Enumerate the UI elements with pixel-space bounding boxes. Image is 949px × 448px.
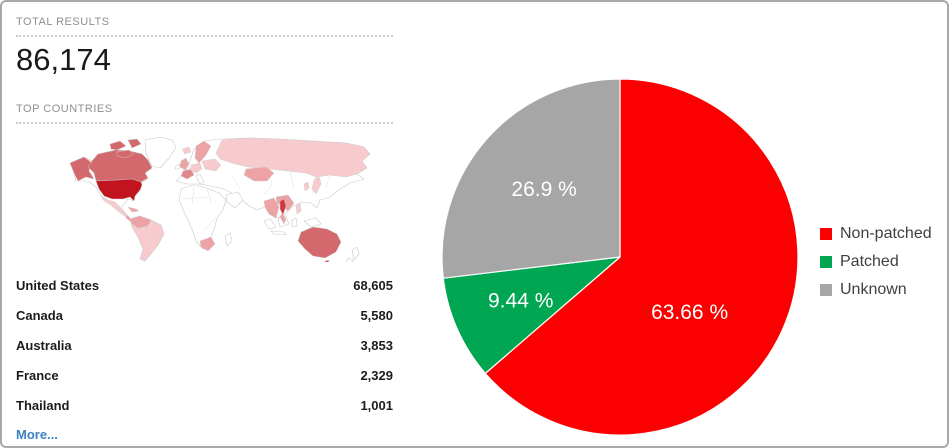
legend-swatch (820, 256, 832, 268)
country-row[interactable]: Thailand 1,001 (16, 391, 393, 421)
more-link[interactable]: More... (16, 426, 58, 442)
country-name: Australia (16, 338, 72, 354)
map-region-canada-arctic-2[interactable] (127, 138, 142, 148)
map-arabia (225, 191, 244, 208)
map-greenland (144, 136, 177, 168)
legend-label: Non-patched (840, 225, 932, 242)
country-list: United States 68,605 Canada 5,580 Austra… (16, 271, 393, 444)
pie-slice-label: 9.44 % (488, 289, 553, 312)
pie-slice-non-patched[interactable] (484, 78, 799, 436)
map-region-india[interactable] (263, 197, 280, 218)
map-region-philippines[interactable] (295, 202, 302, 214)
map-region-alaska[interactable] (69, 156, 95, 181)
country-name: Thailand (16, 398, 70, 414)
legend-label: Patched (840, 253, 899, 270)
total-results-value: 86,174 (16, 42, 111, 77)
pie-legend: Non-patched Patched Unknown (820, 225, 932, 309)
map-region-cuba[interactable] (127, 206, 140, 212)
country-count: 2,329 (360, 368, 393, 384)
top-countries-header: TOP COUNTRIES (16, 99, 393, 124)
map-new-guinea (303, 217, 322, 227)
map-new-zealand-south (346, 257, 354, 262)
map-region-malay-peninsula[interactable] (279, 212, 287, 224)
country-name: France (16, 368, 59, 384)
map-africa (178, 184, 227, 249)
country-row[interactable]: France 2,329 (16, 361, 393, 391)
legend-label: Unknown (840, 281, 907, 298)
map-region-russia[interactable] (215, 137, 371, 177)
total-results-header: TOTAL RESULTS (16, 12, 393, 37)
country-count: 68,605 (353, 278, 393, 294)
map-region-united-states[interactable] (95, 178, 143, 201)
pie-slice-label: 63.66 % (651, 301, 728, 324)
map-region-canada-arctic-3[interactable] (116, 149, 135, 158)
map-region-kazakhstan[interactable] (243, 166, 275, 181)
map-sumatra (263, 218, 277, 229)
country-count: 3,853 (360, 338, 393, 354)
map-region-eastern-europe[interactable] (201, 158, 222, 171)
legend-item-patched[interactable]: Patched (820, 253, 932, 271)
map-region-scandinavia[interactable] (194, 140, 212, 163)
pie-chart: 63.66 % 9.44 % 26.9 % (441, 78, 799, 436)
country-row[interactable]: Canada 5,580 (16, 301, 393, 331)
stats-column: TOTAL RESULTS 86,174 TOP COUNTRIES (16, 12, 393, 444)
map-region-canada[interactable] (87, 149, 153, 182)
map-ireland (174, 163, 181, 169)
map-region-united-kingdom[interactable] (179, 157, 190, 170)
legend-item-non-patched[interactable]: Non-patched (820, 225, 932, 243)
map-region-japan[interactable] (311, 175, 322, 194)
country-row[interactable]: Australia 3,853 (16, 331, 393, 361)
world-map-choropleth (68, 136, 394, 262)
country-count: 1,001 (360, 398, 393, 414)
legend-swatch (820, 284, 832, 296)
map-italy (195, 173, 205, 184)
country-count: 5,580 (360, 308, 393, 324)
legend-item-unknown[interactable]: Unknown (820, 281, 932, 299)
map-region-thailand[interactable] (279, 198, 287, 215)
map-new-zealand (351, 246, 360, 260)
legend-swatch (820, 228, 832, 240)
pie-slice-patched[interactable] (442, 256, 621, 374)
map-region-australia[interactable] (297, 226, 342, 258)
map-java (270, 230, 287, 235)
pie-slice-unknown[interactable] (441, 78, 621, 279)
country-row[interactable]: United States 68,605 (16, 271, 393, 301)
map-region-korea[interactable] (303, 181, 310, 191)
map-region-iceland[interactable] (181, 146, 192, 154)
map-region-central-europe[interactable] (189, 162, 203, 173)
map-madagascar (224, 232, 233, 246)
map-region-south-africa[interactable] (199, 236, 216, 251)
map-sulawesi (291, 217, 298, 227)
country-name: Canada (16, 308, 63, 324)
map-borders-africa (182, 186, 217, 231)
pie-chart-area: 63.66 % 9.44 % 26.9 % (434, 71, 806, 443)
map-region-canada-arctic-1[interactable] (109, 140, 127, 150)
pie-slice-label: 26.9 % (511, 178, 576, 201)
map-region-south-america-north[interactable] (129, 215, 152, 228)
map-region-tasmania[interactable] (324, 259, 330, 262)
map-region-france[interactable] (180, 168, 195, 179)
country-name: United States (16, 278, 100, 294)
world-map-svg (69, 136, 371, 262)
